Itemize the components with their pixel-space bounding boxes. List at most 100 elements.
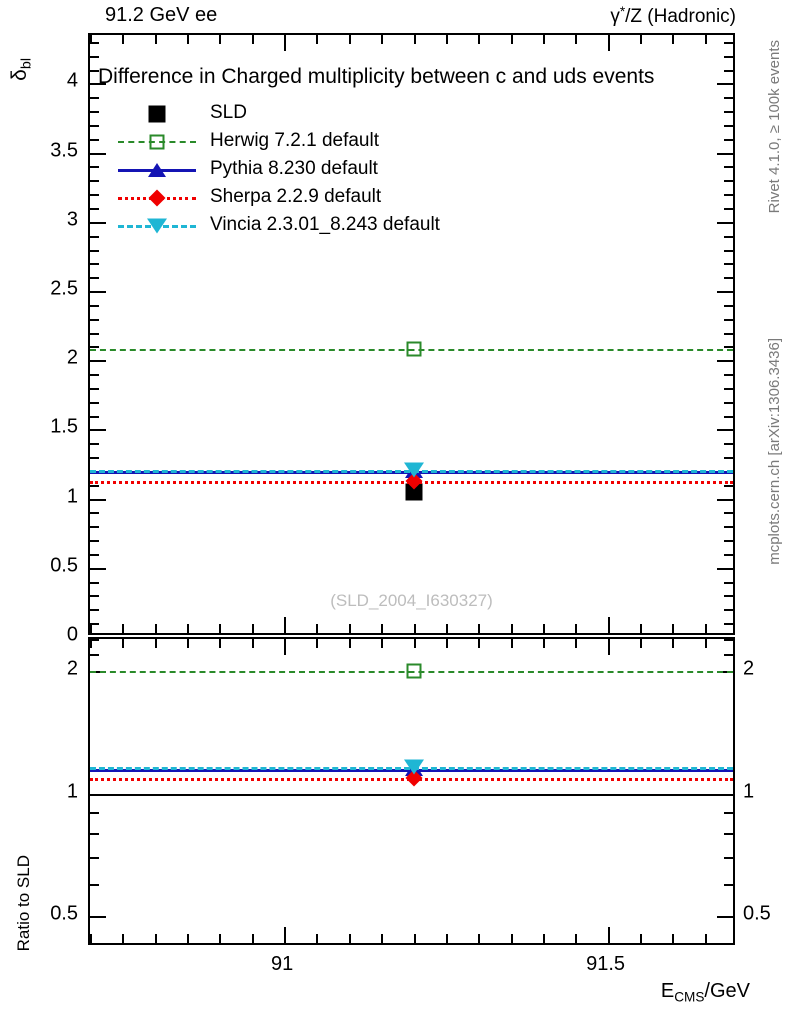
x-tick-top: [478, 35, 481, 44]
y-tick-label-main-1: 1: [66, 485, 78, 508]
legend-marker-square-open-icon: [149, 134, 165, 150]
x-tick-bottom: [251, 624, 254, 633]
y-tick-minor-right: [717, 498, 733, 501]
ratio-x-tick-top: [607, 639, 610, 655]
y-tick-minor-left: [90, 360, 106, 363]
y-tick-minor-left: [90, 623, 99, 626]
ratio-y-tick-label-right-0.5: 0.5: [743, 902, 771, 925]
y-tick-minor-right: [724, 332, 733, 335]
ratio-x-tick-bottom: [316, 934, 319, 943]
ratio-x-tick-bottom: [187, 934, 190, 943]
y-tick-minor-left: [90, 498, 106, 501]
header-process: γ*/Z (Hadronic): [610, 4, 736, 28]
y-tick-minor-left: [90, 595, 99, 598]
y-tick-minor-right: [724, 277, 733, 280]
x-tick-top: [672, 35, 675, 44]
y-tick-minor-right: [724, 484, 733, 487]
x-tick-top: [542, 35, 545, 44]
ratio-y-tick-right: [724, 883, 733, 886]
legend-key: [118, 128, 196, 156]
x-axis-label-suffix: /GeV: [704, 980, 750, 1002]
ratio-y-tick-right: [724, 833, 733, 836]
y-tick-label-main-2: 2: [66, 346, 78, 369]
legend-key-line: [118, 141, 196, 143]
series-line-herwig: [90, 349, 733, 352]
y-tick-minor-left: [90, 180, 99, 183]
legend-key: [118, 184, 196, 212]
y-tick-minor-left: [90, 346, 99, 349]
ratio-x-tick-bottom: [413, 934, 416, 943]
x-tick-bottom: [542, 624, 545, 633]
ratio-y-tick-left: [90, 833, 99, 836]
y-tick-minor-right: [724, 263, 733, 266]
ratio-x-tick-bottom: [575, 934, 578, 943]
ratio-plot-area: [90, 639, 733, 943]
legend-marker-square-filled-icon: [148, 105, 166, 123]
y-tick-minor-left: [90, 69, 99, 72]
x-tick-bottom: [445, 624, 448, 633]
y-tick-minor-left: [90, 609, 99, 612]
y-tick-minor-left: [90, 97, 99, 100]
legend-label: Vincia 2.3.01_8.243 default: [210, 214, 440, 235]
x-tick-top: [122, 35, 125, 44]
y-tick-minor-left: [90, 429, 106, 432]
header-process-gamma: γ: [610, 6, 620, 28]
y-tick-minor-left: [90, 526, 99, 529]
x-tick-top: [510, 35, 513, 44]
y-tick-minor-left: [90, 207, 99, 210]
y-tick-minor-right: [724, 609, 733, 612]
y-tick-minor-right: [724, 111, 733, 114]
ratio-x-tick-top: [639, 639, 642, 648]
credit-mcplots: mcplots.cern.ch [arXiv:1306.3436]: [766, 338, 783, 565]
x-tick-top: [704, 35, 707, 44]
ratio-x-tick-top: [316, 639, 319, 648]
ratio-x-tick-bottom: [704, 934, 707, 943]
legend-label: Sherpa 2.2.9 default: [210, 186, 382, 207]
x-tick-bottom: [413, 624, 416, 633]
y-tick-minor-right: [724, 166, 733, 169]
y-tick-minor-left: [90, 55, 99, 58]
ratio-y-tick-label-right-1: 1: [743, 780, 755, 803]
ratio-x-tick-top: [122, 639, 125, 648]
x-axis-label-base: E: [660, 980, 675, 1002]
y-tick-minor-right: [724, 443, 733, 446]
ratio-data-point-vincia: [403, 759, 424, 775]
ratio-x-tick-bottom: [122, 934, 125, 943]
x-tick-bottom: [607, 617, 610, 633]
y-tick-minor-left: [90, 111, 99, 114]
ratio-x-tick-top: [219, 639, 222, 648]
credit-rivet: Rivet 4.1.0, ≥ 100k events: [766, 40, 783, 214]
y-tick-minor-right: [724, 346, 733, 349]
y-tick-minor-right: [724, 194, 733, 197]
x-tick-bottom: [381, 624, 384, 633]
y-tick-minor-left: [90, 124, 99, 127]
y-tick-minor-right: [724, 304, 733, 307]
ratio-x-tick-top: [90, 639, 92, 648]
x-tick-top: [251, 35, 254, 44]
legend-marker-triangle-down-icon: [147, 218, 167, 234]
ratio-y-tick-label-left-1: 1: [66, 780, 78, 803]
y-tick-minor-left: [90, 304, 99, 307]
y-tick-minor-left: [90, 249, 99, 252]
ratio-x-tick-top: [187, 639, 190, 648]
analysis-watermark: (SLD_2004_I630327): [330, 591, 493, 610]
ratio-x-tick-bottom: [251, 934, 254, 943]
ratio-x-tick-top: [704, 639, 707, 648]
x-tick-bottom: [90, 624, 92, 633]
ratio-reference-line: [90, 793, 733, 796]
y-tick-minor-right: [724, 180, 733, 183]
ratio-x-tick-bottom: [381, 934, 384, 943]
header-beam-energy: 91.2 GeV ee: [105, 4, 218, 26]
y-tick-minor-right: [717, 429, 733, 432]
legend-key: [118, 156, 196, 184]
ratio-x-tick-top: [542, 639, 545, 648]
ratio-x-tick-top: [348, 639, 351, 648]
x-tick-bottom: [284, 617, 287, 633]
y-tick-minor-right: [724, 69, 733, 72]
y-tick-minor-left: [90, 41, 99, 44]
y-tick-minor-right: [717, 291, 733, 294]
x-tick-bottom: [575, 624, 578, 633]
data-point-herwig: [406, 341, 421, 357]
ratio-y-tick-left: [90, 639, 99, 641]
